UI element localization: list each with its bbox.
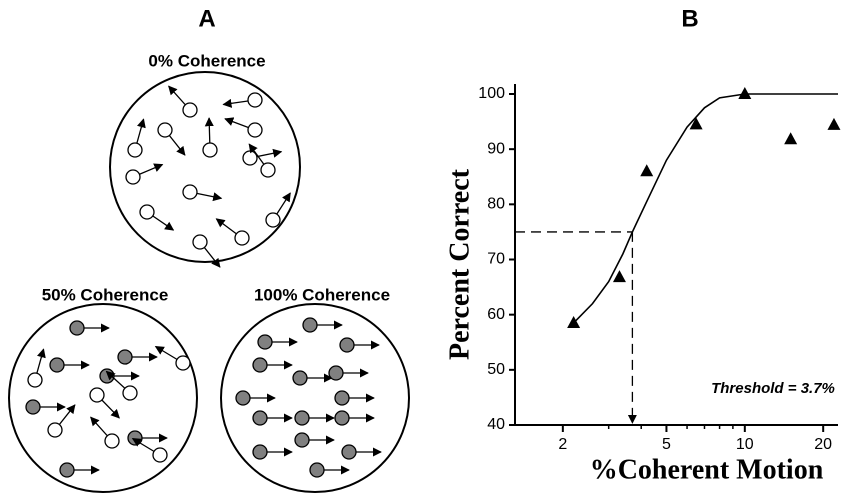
circle-title: 0% Coherence [148,51,265,70]
aperture [109,71,301,263]
dot [234,230,250,246]
dot [152,447,168,463]
data-point [567,315,581,328]
y-tick-label: 90 [487,140,505,157]
panel-label: B [681,5,698,32]
dot [27,372,43,388]
y-tick-label: 100 [478,85,505,102]
dot [25,399,41,415]
annotation: Threshold = 3.7% [711,380,835,397]
dot [334,390,350,406]
data-point [612,270,626,283]
dots [25,85,382,478]
dot [235,390,251,406]
dot [260,162,276,178]
y-axis-label: Percent Correct [444,168,475,360]
dot [309,462,325,478]
dot [182,184,198,200]
dot [328,365,344,381]
data-point [784,132,798,145]
dot [49,357,65,373]
x-axis-label: %Coherent Motion [590,454,824,485]
dot [125,169,141,185]
dot [252,410,268,426]
dot [104,433,120,449]
aperture [8,303,198,493]
dot [127,142,143,158]
dot [175,355,191,371]
dot [89,387,105,403]
data-point [689,117,703,130]
data-point [640,164,654,177]
y-tick-label: 60 [487,306,505,323]
dot [341,444,357,460]
dot [122,385,138,401]
dot [202,142,218,158]
dot [265,212,281,228]
y-tick-label: 50 [487,361,505,378]
x-tick-label: 5 [662,436,671,453]
dot [334,410,350,426]
dot [292,370,308,386]
x-tick-label: 10 [736,436,754,453]
dot [294,410,310,426]
dot [117,349,133,365]
circle-title: 100% Coherence [254,285,390,304]
dot [339,337,355,353]
dot [247,122,263,138]
dot [182,102,198,118]
dot [59,462,75,478]
data-point [827,117,841,130]
dot [247,92,263,108]
data-point [738,87,752,99]
dot [302,317,318,333]
dot [252,357,268,373]
dot [157,122,173,138]
dot [47,422,63,438]
x-tick-label: 2 [558,436,567,453]
y-tick-label: 70 [487,251,505,268]
dot [294,432,310,448]
fit-curve [573,93,838,324]
dot [139,204,155,220]
panel-label: A [198,5,215,32]
y-tick-label: 80 [487,196,505,213]
chart-b: 40 50 60 70 80 90 100 2 5 10 20%Coherent Motion Per… [444,84,841,485]
aperture [220,303,410,493]
dot [192,234,208,250]
dot [257,334,273,350]
y-tick-label: 40 [487,416,505,433]
dot [252,444,268,460]
x-tick-label: 20 [814,436,832,453]
dot [69,320,85,336]
circle-title: 50% Coherence [42,285,169,304]
